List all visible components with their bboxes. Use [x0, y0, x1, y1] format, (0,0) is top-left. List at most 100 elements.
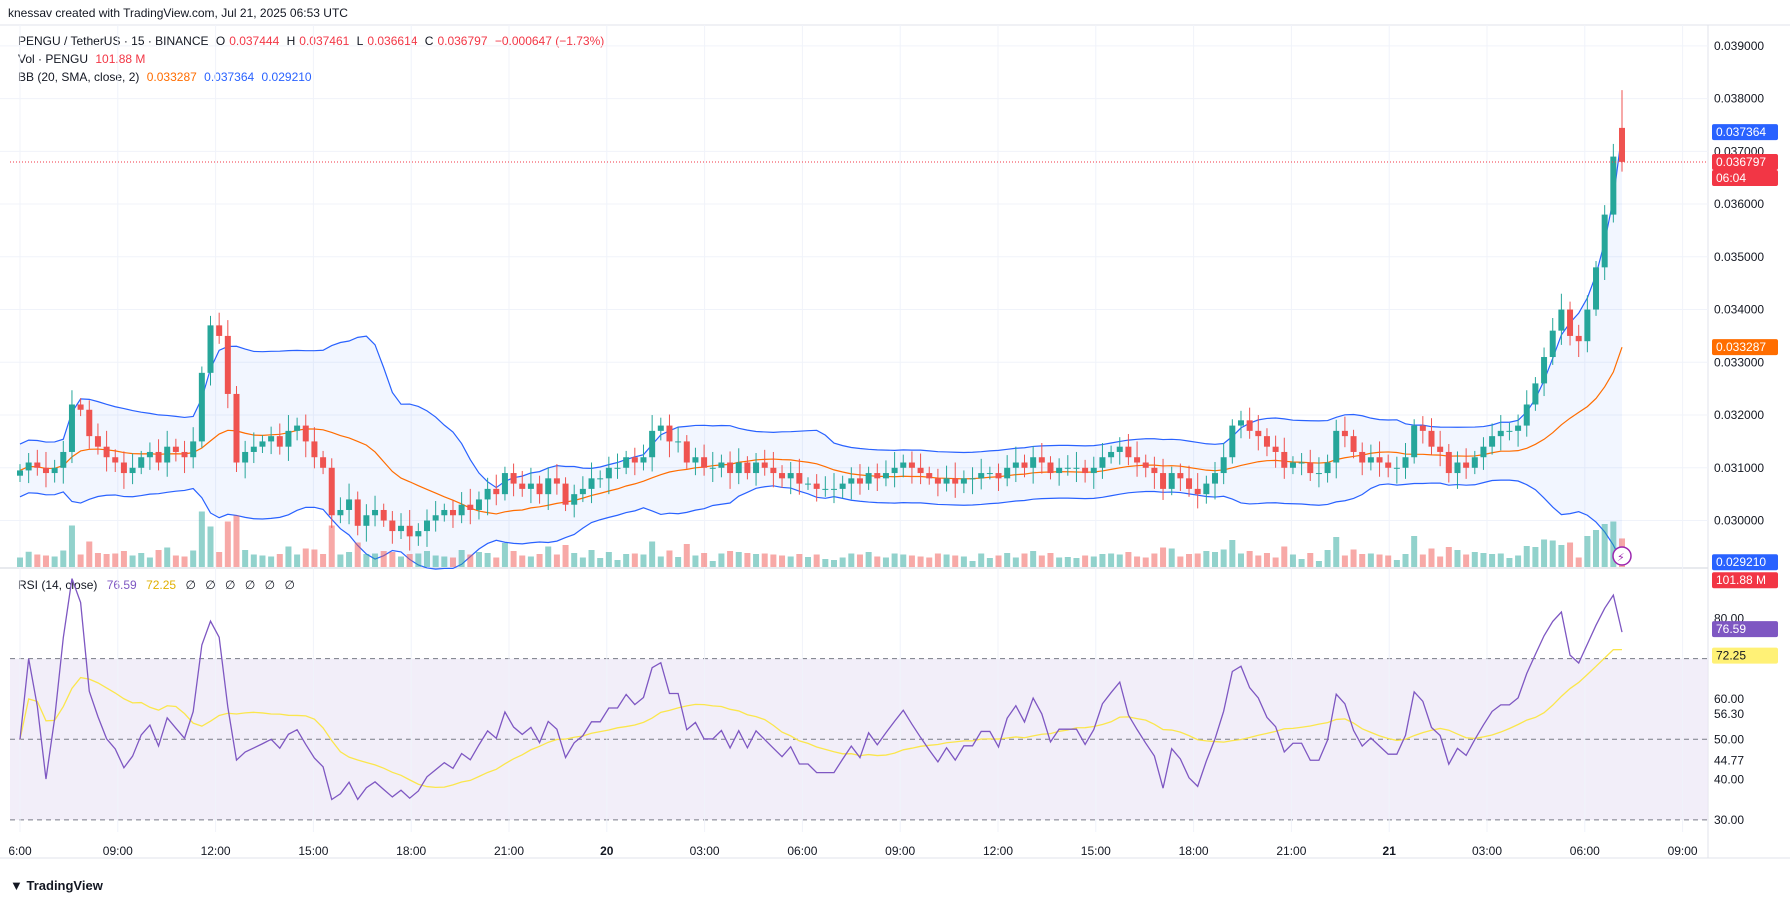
volume-bar [1324, 550, 1331, 567]
candle-body [623, 457, 630, 468]
rsi-tick-label: 44.77 [1714, 753, 1744, 767]
candle-body [1619, 127, 1625, 162]
rsi-ma-value: 72.25 [146, 578, 177, 592]
volume-bar [969, 561, 976, 567]
candle-body [1168, 473, 1175, 489]
volume-bar [675, 557, 682, 567]
candle-body [190, 441, 197, 458]
volume-bar [908, 555, 915, 567]
volume-bar [683, 544, 690, 567]
volume-bar [553, 554, 560, 567]
candle-body [796, 473, 803, 484]
volume-bar [623, 554, 630, 567]
candle-body [17, 470, 23, 476]
candle-body [198, 372, 205, 442]
candle-body [259, 441, 266, 447]
candle-body [1272, 446, 1279, 452]
candle-body [1350, 436, 1357, 452]
volume-bar [1082, 555, 1089, 567]
time-tick-label: 03:00 [690, 844, 720, 858]
rsi-legend[interactable]: RSI (14, close) 76.59 72.25 ∅ ∅ ∅ ∅ ∅ ∅ [18, 578, 301, 592]
candle-body [1246, 420, 1253, 431]
volume-legend[interactable]: Vol · PENGU 101.88 M [18, 52, 149, 66]
candle-body [1220, 457, 1227, 474]
volume-bar [1506, 558, 1513, 567]
volume-bar [233, 515, 240, 567]
symbol-title[interactable]: PENGU / TetherUS · 15 · BINANCE [18, 34, 209, 48]
volume-bar [1298, 559, 1305, 567]
rsi-label[interactable]: RSI (14, close) [18, 578, 98, 592]
time-tick-label: 09:00 [103, 844, 133, 858]
time-tick-label: 06:00 [1570, 844, 1600, 858]
badge-volume-bg [1712, 572, 1778, 589]
candle-body [787, 473, 794, 479]
badge-bb-basis-bg [1712, 339, 1778, 356]
candle-body [1004, 467, 1011, 479]
volume-bar [1454, 550, 1461, 567]
candle-body [346, 499, 353, 510]
candle-body [250, 446, 257, 452]
candle-body [1402, 457, 1409, 468]
volume-bar [1099, 554, 1106, 567]
candle-body [926, 473, 933, 479]
time-tick-label: 6:00 [8, 844, 32, 858]
time-tick-label: 06:00 [787, 844, 817, 858]
badge-countdown: 06:04 [1716, 171, 1746, 185]
candle-body [328, 467, 335, 516]
symbol-legend[interactable]: PENGU / TetherUS · 15 · BINANCE O 0.03744… [18, 34, 608, 48]
volume-bar [1263, 553, 1270, 567]
volume-bar [1281, 546, 1288, 567]
candle-body [1229, 425, 1236, 458]
candle-body [34, 462, 41, 468]
bb-upper-line [19, 132, 1623, 489]
candle-body [1359, 451, 1366, 463]
volume-bar [60, 550, 67, 567]
volume-bar [1289, 554, 1296, 567]
volume-bar [753, 554, 760, 567]
rsi-extra: ∅ [185, 578, 196, 592]
badge-countdown-bg [1712, 170, 1778, 187]
bb-legend[interactable]: BB (20, SMA, close, 2) 0.033287 0.037364… [18, 70, 316, 84]
volume-bar [1428, 548, 1435, 567]
volume-label[interactable]: Vol · PENGU [18, 52, 89, 66]
candle-body [1333, 430, 1340, 463]
candle-body [978, 473, 985, 479]
candle-body [1030, 457, 1037, 468]
volume-bar [172, 555, 179, 567]
candle-body [268, 436, 275, 442]
price-tick-label: 0.030000 [1714, 514, 1764, 528]
volume-bar [571, 553, 578, 567]
candle-body [830, 488, 837, 490]
lightning-glyph: ⚡ [1617, 552, 1625, 564]
tradingview-logo[interactable]: ▼ TradingView [10, 878, 103, 893]
volume-bar [1212, 552, 1219, 567]
bb-label[interactable]: BB (20, SMA, close, 2) [18, 70, 140, 84]
candle-body [1263, 436, 1270, 447]
candle-body [1160, 473, 1167, 489]
volume-bar [155, 550, 162, 567]
candle-body [779, 473, 786, 479]
badge-bb-basis: 0.033287 [1716, 340, 1766, 354]
ohlc-open: O 0.037444 [215, 34, 280, 48]
volume-bar [94, 553, 101, 567]
time-tick-label: 03:00 [1472, 844, 1502, 858]
volume-bar [389, 552, 396, 567]
candle-body [172, 446, 179, 452]
badge-rsi-0: 76.59 [1716, 622, 1746, 636]
volume-bar [51, 556, 58, 567]
volume-bar [1047, 553, 1054, 567]
volume-bar [649, 541, 656, 567]
volume-bar [1463, 554, 1470, 567]
volume-bar [1142, 557, 1149, 567]
badge-rsi-1: 72.25 [1716, 649, 1746, 663]
volume-bar [1004, 553, 1011, 567]
candle-body [701, 457, 708, 468]
candle-body [389, 520, 396, 532]
volume-bar [1038, 555, 1045, 567]
volume-bar [1393, 560, 1400, 567]
volume-bar [1523, 546, 1530, 567]
volume-bar [372, 553, 379, 567]
candle-body [1558, 309, 1565, 331]
